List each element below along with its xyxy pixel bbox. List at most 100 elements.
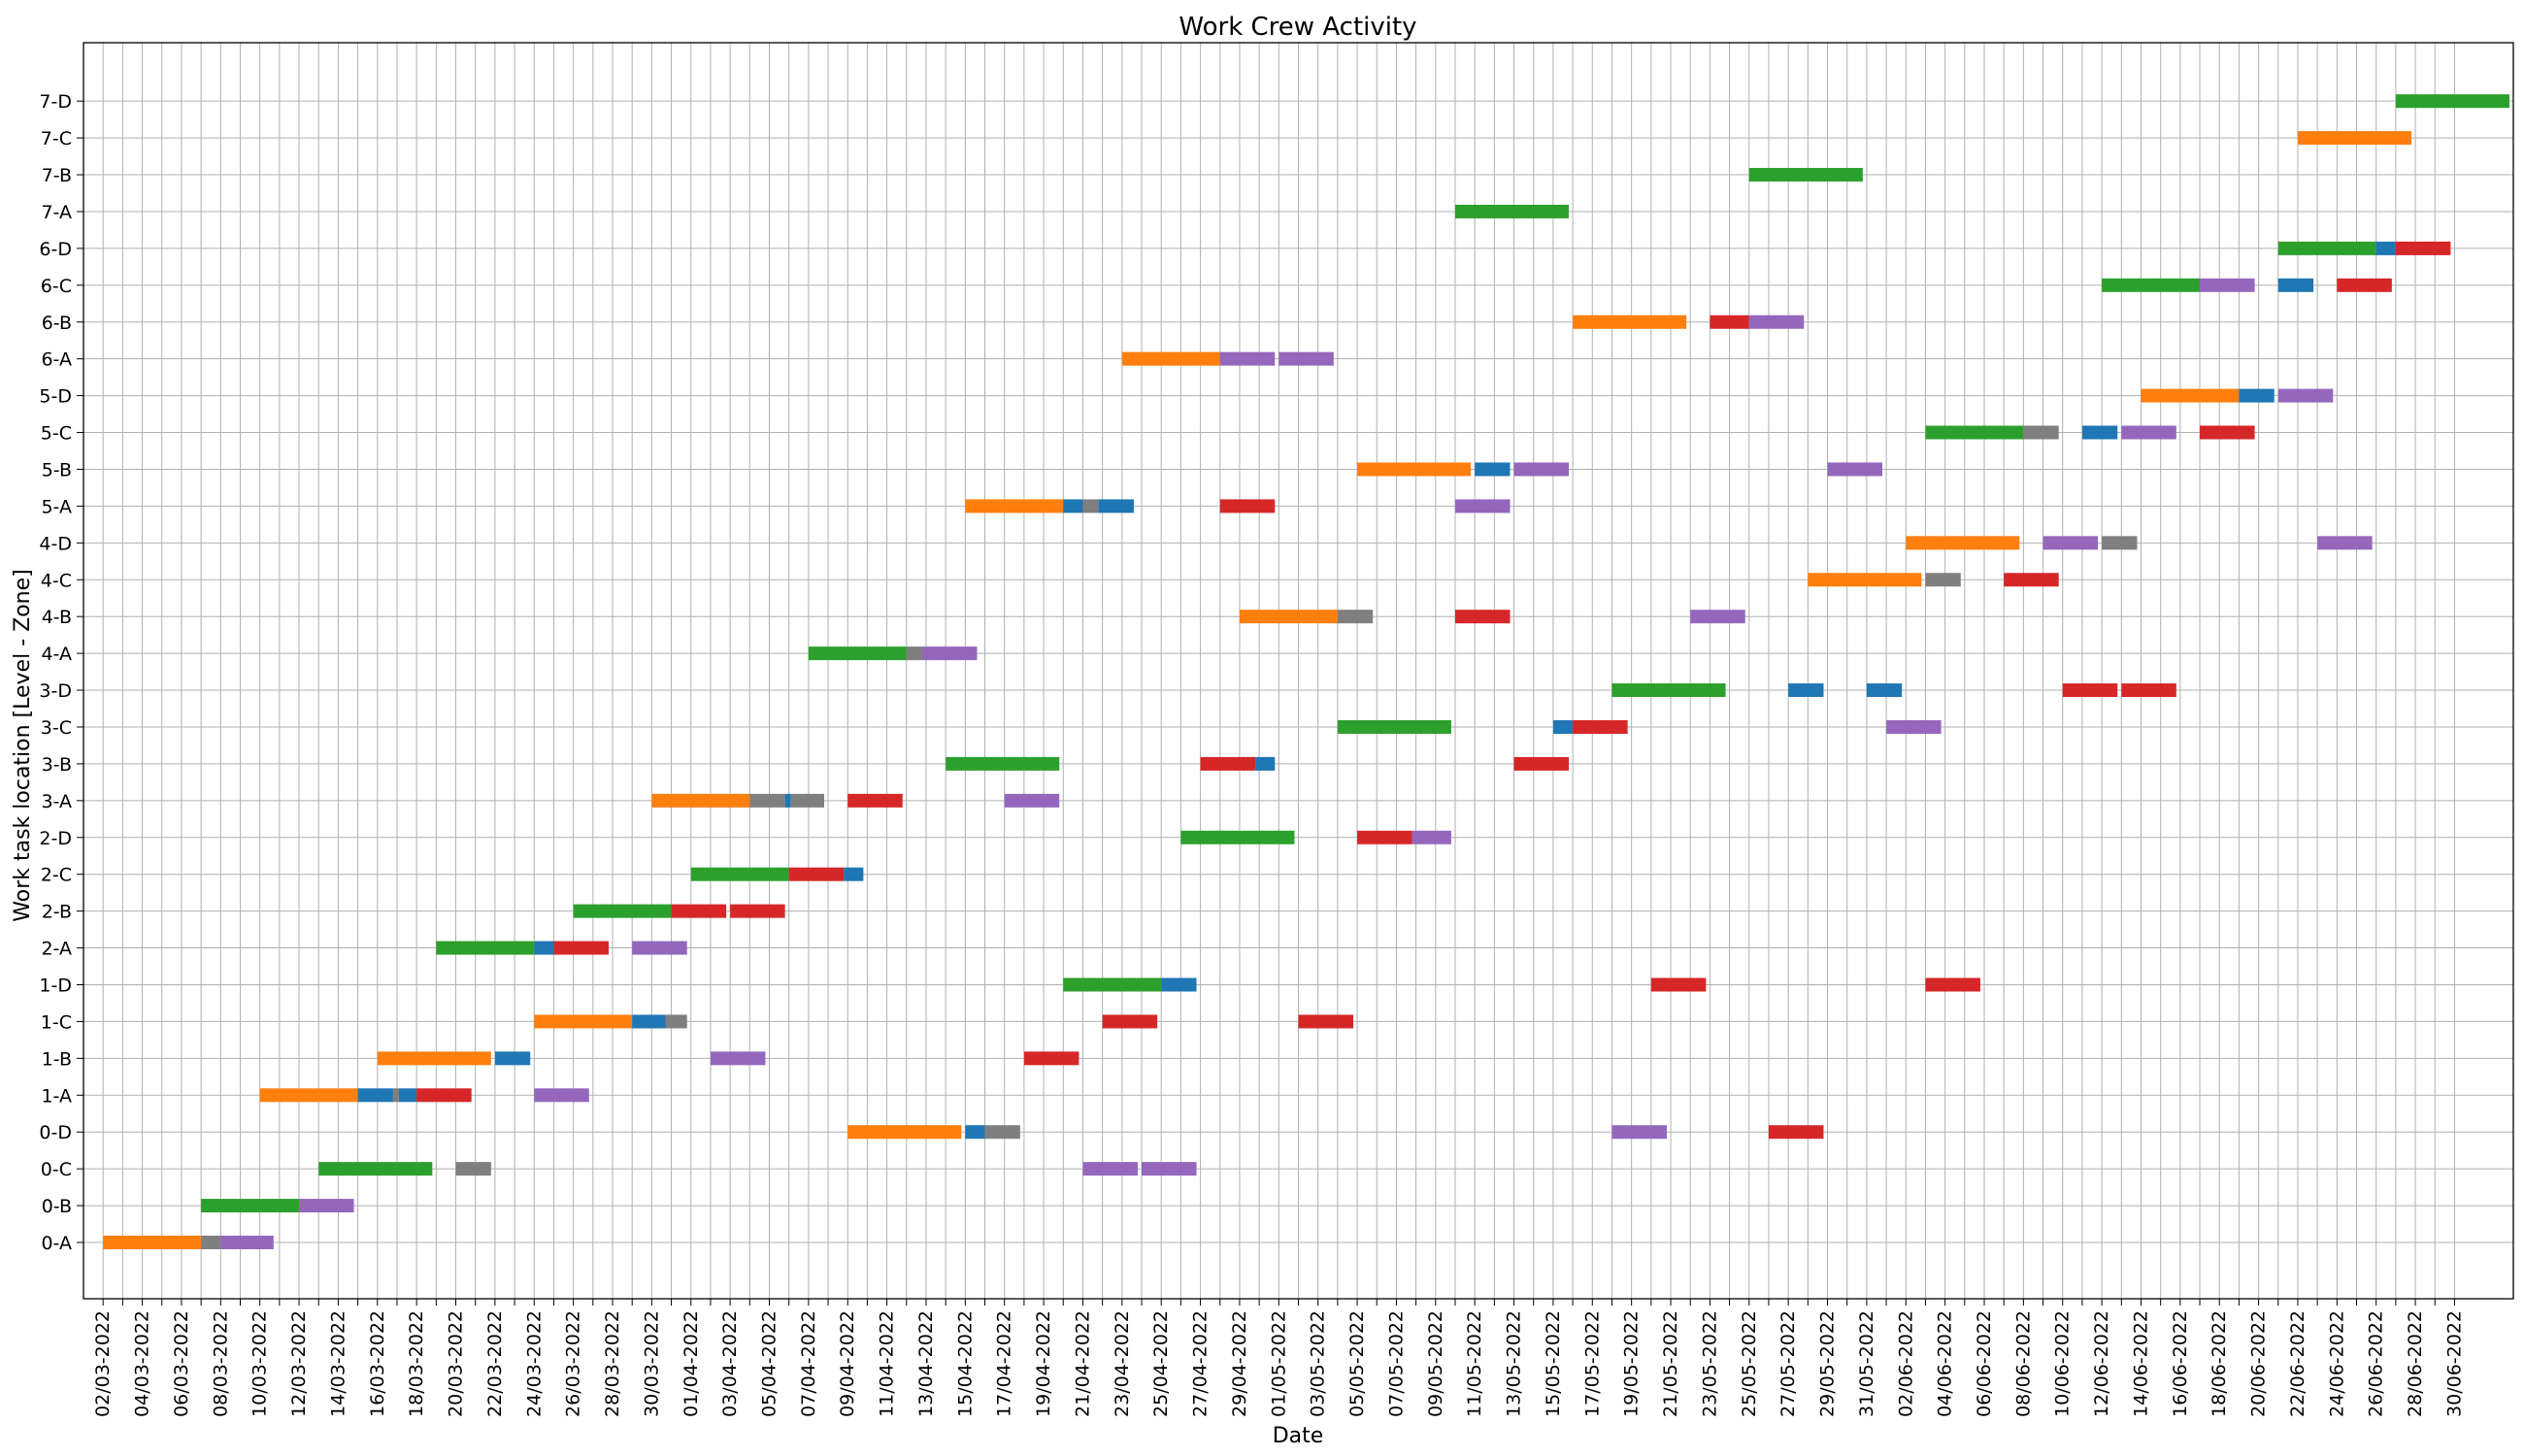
- task-bar-3-A-gray: [749, 793, 785, 808]
- y-tick-label: 6-B: [42, 313, 72, 334]
- task-bar-3-A-blue: [784, 793, 791, 808]
- y-tick-label: 3-C: [41, 717, 72, 739]
- x-tick-label: 07/04-2022: [798, 1310, 819, 1417]
- task-bar-5-C-green: [1925, 425, 2024, 440]
- task-bar-6-C-purple: [2200, 278, 2255, 292]
- task-bar-2-A-green: [436, 941, 535, 955]
- x-tick-label: 25/04-2022: [1150, 1310, 1172, 1417]
- task-bar-0-A-purple: [220, 1236, 274, 1249]
- task-bar-0-C-purple: [1142, 1162, 1197, 1176]
- task-bar-1-A-blue: [398, 1088, 417, 1103]
- x-tick-label: 28/06-2022: [2405, 1310, 2426, 1417]
- x-tick-label: 03/05-2022: [1308, 1310, 1329, 1417]
- task-bar-1-C-red: [1102, 1014, 1158, 1029]
- y-tick-label: 7-D: [39, 91, 72, 113]
- task-bar-6-B-orange: [1573, 314, 1687, 329]
- task-bar-5-A-red: [1219, 499, 1276, 513]
- task-bar-1-D-blue: [1161, 977, 1197, 992]
- task-bar-2-D-purple: [1411, 830, 1451, 844]
- task-bar-5-C-purple: [2121, 425, 2176, 440]
- task-bar-4-C-gray: [1925, 573, 1961, 587]
- task-bar-5-C-gray: [2023, 425, 2059, 440]
- task-bar-1-C-blue: [632, 1014, 666, 1029]
- task-bar-1-B-blue: [494, 1051, 531, 1066]
- x-tick-label: 24/03-2022: [523, 1310, 545, 1417]
- task-bar-1-D-red: [1925, 977, 1980, 992]
- task-bar-1-B-orange: [377, 1051, 491, 1066]
- y-tick-label: 5-D: [39, 386, 72, 408]
- y-tick-label: 2-B: [42, 902, 72, 923]
- x-tick-label: 12/03-2022: [288, 1310, 310, 1417]
- task-bar-2-B-green: [573, 904, 672, 918]
- task-bar-4-A-gray: [906, 646, 922, 661]
- task-bar-5-D-orange: [2141, 388, 2240, 403]
- task-bar-0-D-purple: [1611, 1125, 1667, 1140]
- task-bar-3-B-blue: [1255, 756, 1276, 771]
- task-bar-5-A-blue: [1063, 499, 1083, 513]
- y-tick-label: 6-A: [41, 349, 72, 371]
- task-bar-4-D-gray: [2102, 536, 2138, 550]
- y-tick-label: 1-C: [41, 1011, 72, 1033]
- task-bar-4-B-orange: [1239, 610, 1338, 624]
- x-tick-label: 24/06-2022: [2326, 1310, 2347, 1417]
- x-tick-label: 19/04-2022: [1033, 1310, 1054, 1417]
- y-tick-label: 0-B: [42, 1196, 72, 1217]
- y-tick-label: 6-D: [39, 239, 72, 260]
- task-bar-4-B-gray: [1337, 610, 1374, 624]
- x-tick-label: 15/04-2022: [954, 1310, 976, 1417]
- x-tick-label: 02/03-2022: [92, 1310, 114, 1417]
- x-tick-label: 25/05-2022: [1739, 1310, 1760, 1417]
- x-tick-label: 16/03-2022: [367, 1310, 388, 1417]
- task-bar-3-A-orange: [651, 793, 750, 808]
- task-bar-6-C-blue: [2277, 278, 2314, 292]
- y-tick-label: 4-A: [41, 644, 72, 665]
- y-tick-label: 3-A: [41, 791, 72, 812]
- y-tick-label: 7-B: [42, 165, 72, 186]
- task-bar-4-D-orange: [1906, 536, 2020, 550]
- y-tick-label: 1-D: [39, 975, 72, 996]
- task-bar-3-B-green: [946, 756, 1060, 771]
- task-bar-3-D-red: [2121, 683, 2176, 698]
- task-bar-3-A-gray: [790, 793, 825, 808]
- task-bar-4-D-purple: [2042, 536, 2099, 550]
- y-tick-label: 5-A: [41, 496, 72, 517]
- x-tick-label: 10/03-2022: [249, 1310, 271, 1417]
- x-tick-label: 30/03-2022: [641, 1310, 662, 1417]
- x-tick-label: 26/03-2022: [563, 1310, 584, 1417]
- y-tick-label: 0-D: [39, 1122, 72, 1143]
- task-bar-0-A-gray: [201, 1236, 221, 1249]
- task-bar-1-C-gray: [665, 1014, 687, 1029]
- task-bar-6-D-red: [2395, 241, 2451, 255]
- task-bar-5-A-orange: [965, 499, 1064, 513]
- task-bar-1-B-red: [1023, 1051, 1079, 1066]
- task-bar-5-C-red: [2200, 425, 2255, 440]
- x-tick-label: 05/05-2022: [1346, 1310, 1368, 1417]
- task-bar-2-B-red: [671, 904, 727, 918]
- x-tick-label: 12/06-2022: [2091, 1310, 2112, 1417]
- task-bar-3-C-blue: [1552, 719, 1574, 734]
- task-bar-2-D-green: [1180, 830, 1295, 844]
- task-bar-5-D-purple: [2277, 388, 2334, 403]
- task-bar-5-A-gray: [1082, 499, 1099, 513]
- y-tick-label: 1-B: [42, 1048, 72, 1070]
- task-bar-6-C-red: [2337, 278, 2392, 292]
- task-bar-7-A-green: [1454, 204, 1570, 218]
- task-bar-2-B-red: [730, 904, 785, 918]
- x-tick-label: 11/05-2022: [1464, 1310, 1485, 1417]
- x-tick-label: 26/06-2022: [2366, 1310, 2387, 1417]
- y-tick-label: 5-C: [41, 423, 72, 445]
- task-bar-1-A-red: [416, 1088, 472, 1103]
- task-bar-7-C-orange: [2297, 131, 2412, 146]
- x-tick-label: 27/05-2022: [1777, 1310, 1799, 1417]
- y-tick-label: 3-B: [42, 754, 72, 776]
- task-bar-3-A-purple: [1004, 793, 1060, 808]
- task-bar-1-A-purple: [534, 1088, 589, 1103]
- task-bar-0-C-green: [318, 1162, 433, 1176]
- y-tick-label: 4-B: [42, 607, 72, 628]
- task-bar-5-C-blue: [2081, 425, 2118, 440]
- task-bar-4-C-orange: [1808, 573, 1922, 587]
- x-tick-label: 28/03-2022: [602, 1310, 623, 1417]
- x-ticks: 02/03-2022 04/03-2022 06/03-2022 08/03-2022…: [92, 1299, 2465, 1417]
- task-bar-7-D-green: [2395, 94, 2509, 109]
- task-bar-2-A-blue: [534, 941, 554, 955]
